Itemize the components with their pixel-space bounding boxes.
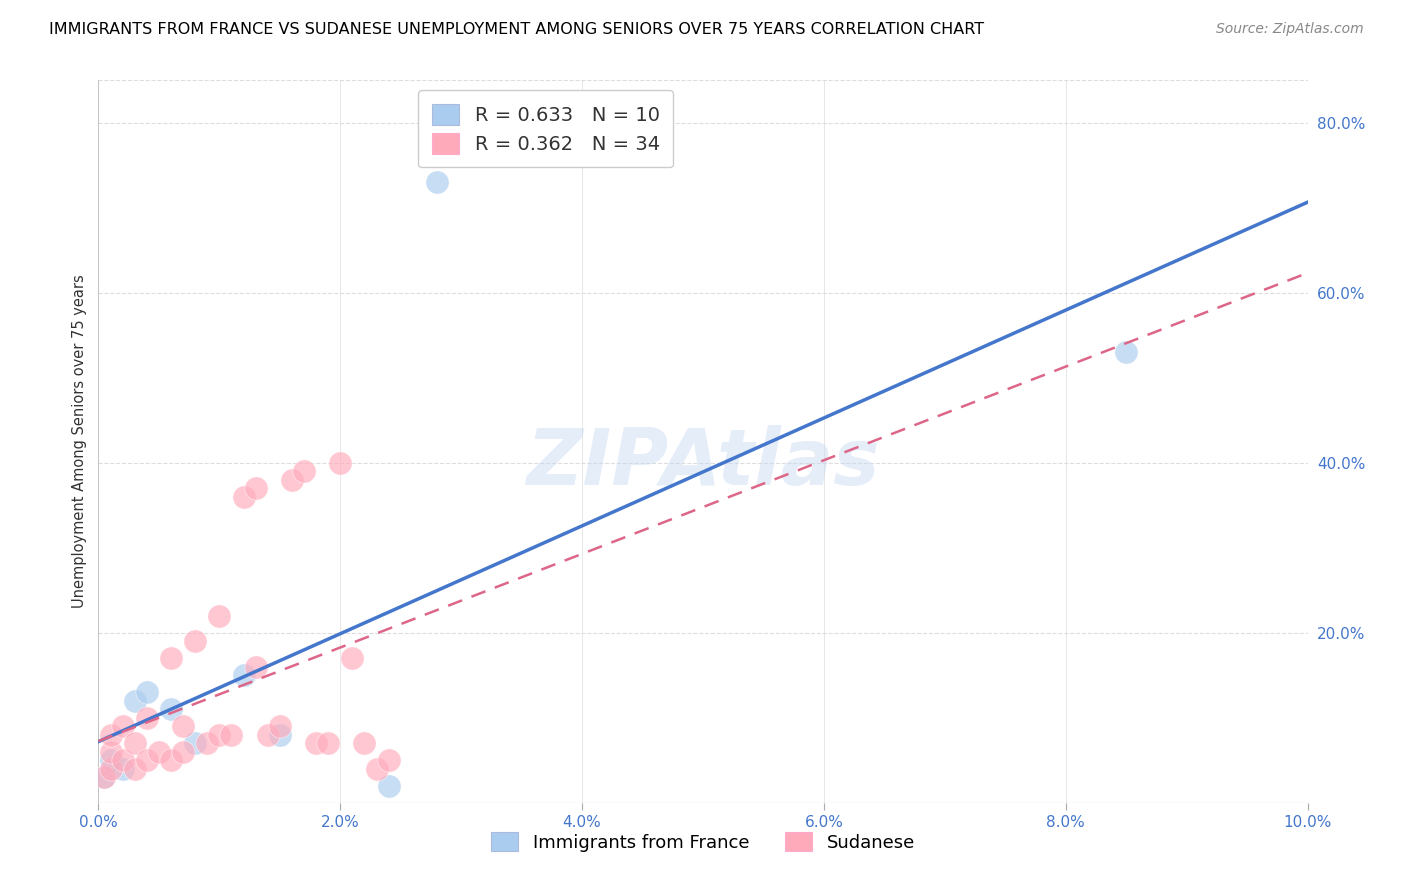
Point [256, 728, 278, 742]
Point [172, 745, 194, 759]
Point [93, 770, 115, 784]
Point [1115, 345, 1137, 359]
Point [208, 728, 231, 742]
Text: Source: ZipAtlas.com: Source: ZipAtlas.com [1216, 22, 1364, 37]
Point [184, 736, 207, 750]
Point [221, 728, 243, 742]
Point [148, 745, 170, 759]
Point [184, 634, 207, 648]
Point [245, 660, 267, 674]
Point [124, 736, 146, 750]
Point [208, 608, 231, 623]
Point [100, 745, 122, 759]
Point [269, 728, 291, 742]
Point [232, 490, 254, 504]
Point [100, 753, 122, 767]
Point [426, 175, 449, 189]
Point [305, 736, 328, 750]
Point [377, 753, 399, 767]
Point [135, 685, 157, 699]
Point [111, 719, 134, 733]
Point [160, 702, 183, 716]
Point [316, 736, 339, 750]
Point [172, 719, 194, 733]
Point [100, 728, 122, 742]
Point [342, 651, 364, 665]
Point [269, 719, 291, 733]
Point [195, 736, 218, 750]
Point [292, 464, 315, 478]
Point [245, 481, 267, 495]
Point [160, 753, 183, 767]
Point [366, 762, 388, 776]
Text: ZIPAtlas: ZIPAtlas [526, 425, 880, 501]
Point [111, 753, 134, 767]
Point [111, 762, 134, 776]
Point [160, 651, 183, 665]
Point [329, 456, 352, 470]
Point [353, 736, 375, 750]
Point [124, 762, 146, 776]
Point [93, 770, 115, 784]
Legend: Immigrants from France, Sudanese: Immigrants from France, Sudanese [484, 824, 922, 859]
Point [100, 762, 122, 776]
Point [124, 694, 146, 708]
Point [281, 473, 304, 487]
Point [377, 779, 399, 793]
Point [135, 711, 157, 725]
Point [135, 753, 157, 767]
Point [232, 668, 254, 682]
Text: IMMIGRANTS FROM FRANCE VS SUDANESE UNEMPLOYMENT AMONG SENIORS OVER 75 YEARS CORR: IMMIGRANTS FROM FRANCE VS SUDANESE UNEMP… [49, 22, 984, 37]
Y-axis label: Unemployment Among Seniors over 75 years: Unemployment Among Seniors over 75 years [72, 275, 87, 608]
